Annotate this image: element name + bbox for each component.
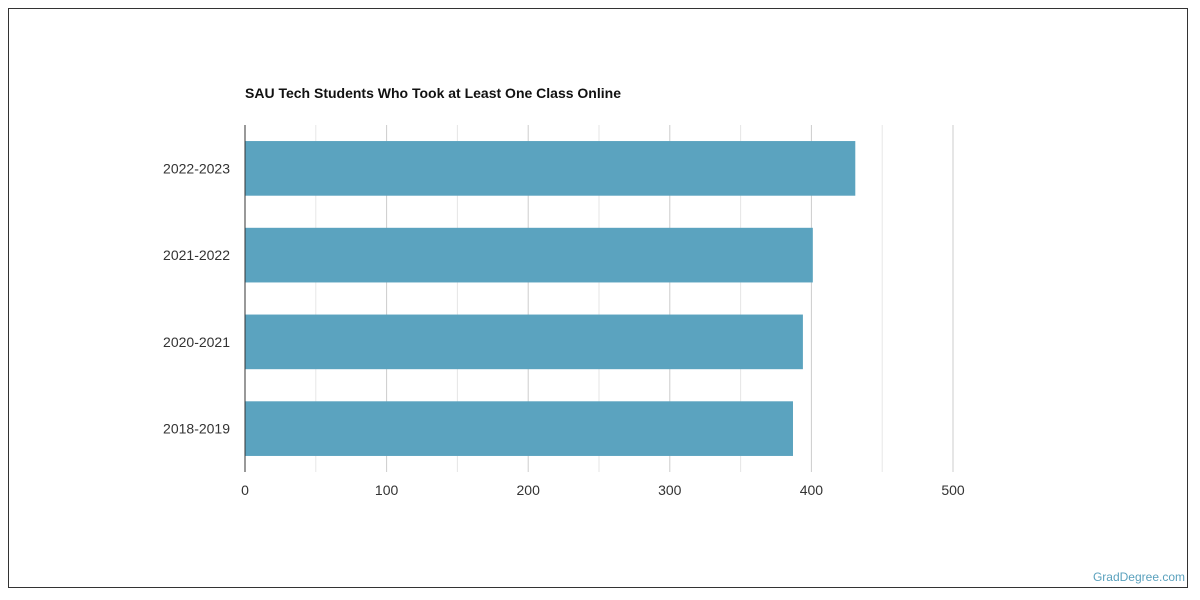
bar-2018-2019: [245, 401, 793, 456]
chart-frame: [8, 8, 1188, 588]
y-tick-label: 2022-2023: [163, 160, 230, 176]
x-tick-label: 0: [241, 482, 249, 498]
y-tick-label: 2021-2022: [163, 247, 230, 263]
chart-title: SAU Tech Students Who Took at Least One …: [245, 85, 621, 101]
x-tick-label: 400: [800, 482, 824, 498]
x-tick-label: 300: [658, 482, 682, 498]
x-tick-label: 200: [517, 482, 541, 498]
bar-2021-2022: [245, 227, 813, 283]
bar-2022-2023: [245, 141, 856, 196]
x-tick-label: 500: [941, 482, 965, 498]
bar-2020-2021: [245, 314, 803, 370]
watermark-link[interactable]: GradDegree.com: [1092, 570, 1185, 584]
x-tick-label: 100: [375, 482, 399, 498]
y-tick-label: 2018-2019: [163, 421, 230, 437]
y-tick-label: 2020-2021: [163, 334, 230, 350]
